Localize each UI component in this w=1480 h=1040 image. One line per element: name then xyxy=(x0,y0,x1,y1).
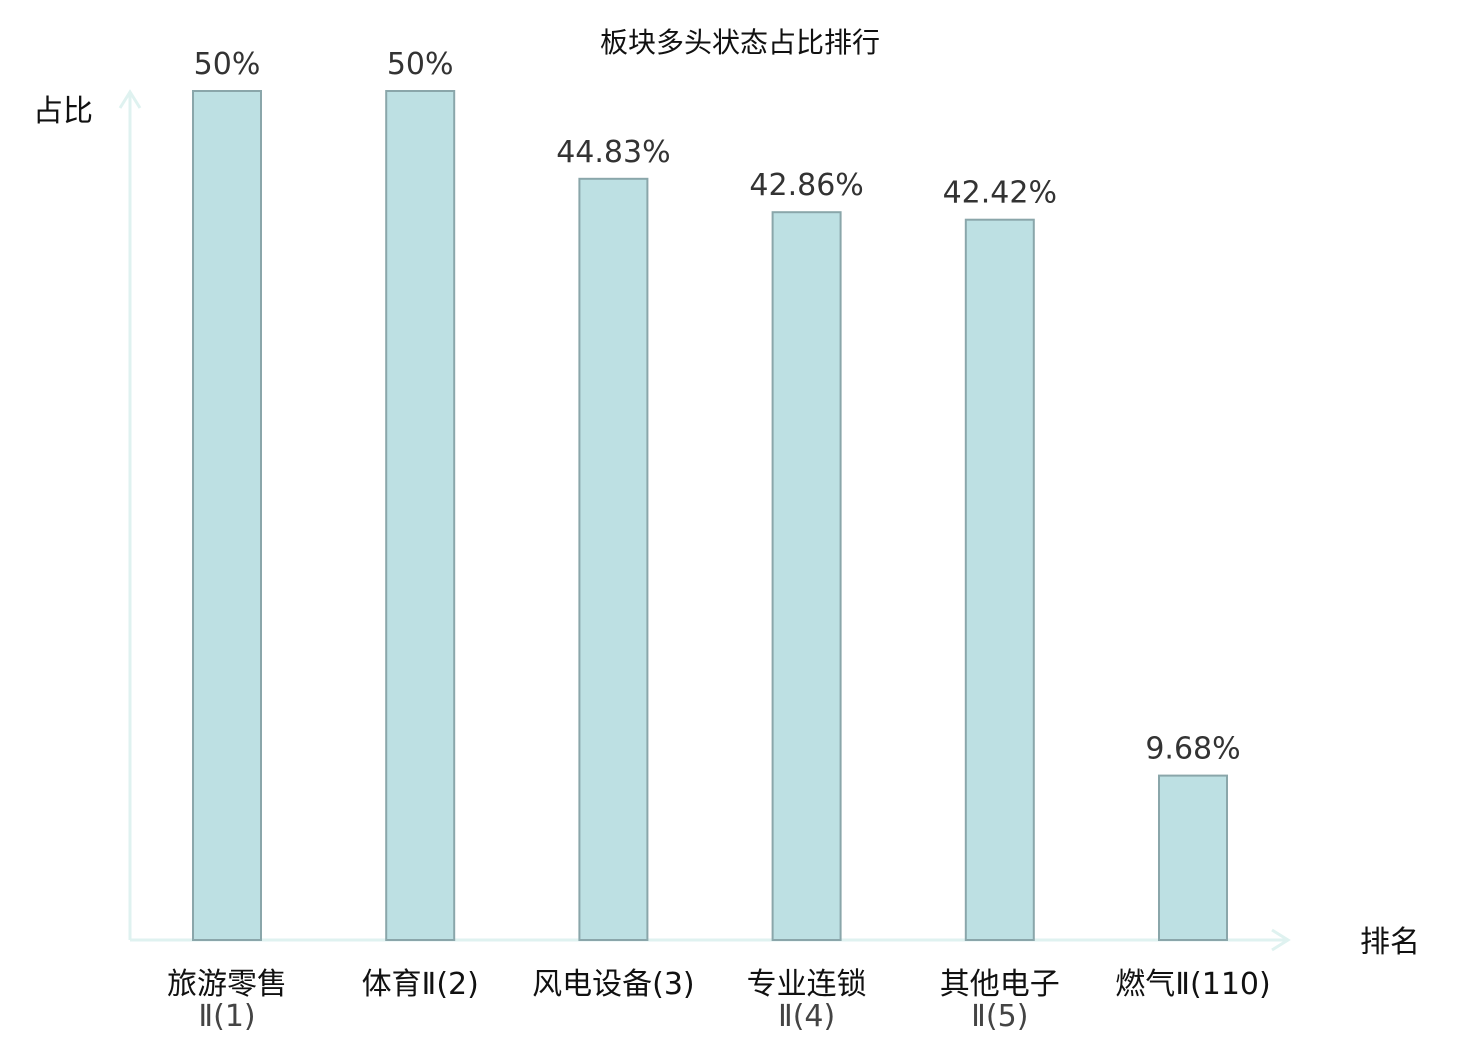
x-axis-label: 排名 xyxy=(1360,925,1420,960)
bar-value-label: 42.42% xyxy=(943,176,1057,211)
bar-value-label: 9.68% xyxy=(1145,732,1240,767)
x-tick-sublabel: Ⅱ(1) xyxy=(198,999,255,1034)
bar xyxy=(1158,774,1228,941)
x-tick-label: 风电设备(3) xyxy=(532,967,695,1002)
x-tick-label: 燃气Ⅱ(110) xyxy=(1115,967,1270,1002)
x-tick-sublabel: Ⅱ(5) xyxy=(971,999,1028,1034)
bar-value-label: 50% xyxy=(194,47,261,82)
bar xyxy=(578,177,649,942)
bar-value-label: 44.83% xyxy=(556,135,670,170)
x-tick-label: 其他电子 xyxy=(940,967,1060,1002)
x-tick-label: 旅游零售 xyxy=(167,967,287,1002)
chart-title: 板块多头状态占比排行 xyxy=(600,26,880,59)
x-tick-sublabel: Ⅱ(4) xyxy=(778,999,835,1034)
bar xyxy=(771,211,842,941)
x-axis xyxy=(130,928,1291,952)
x-tick-label: 体育Ⅱ(2) xyxy=(362,967,479,1002)
value-labels-group: 50% 50% 44.83% 42.86% 42.42% 9.68% xyxy=(194,47,1241,767)
bar-value-label: 50% xyxy=(387,47,454,82)
y-axis-label: 占比 xyxy=(33,94,93,129)
x-tick-label: 专业连锁 xyxy=(747,967,867,1002)
bar xyxy=(192,90,262,941)
bar xyxy=(385,90,456,941)
bar-value-label: 42.86% xyxy=(749,168,863,203)
bars-group xyxy=(192,90,1228,942)
y-axis xyxy=(118,89,142,940)
bar xyxy=(964,218,1035,941)
